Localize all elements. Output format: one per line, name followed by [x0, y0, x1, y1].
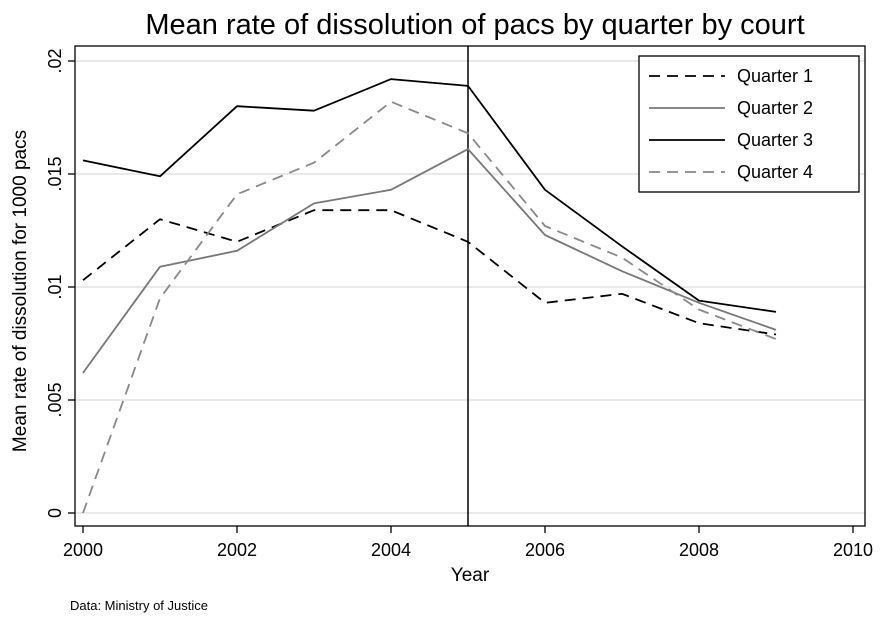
series-line-quarter-2	[82, 148, 777, 374]
series-lines	[82, 78, 777, 514]
x-tick-label: 2008	[679, 540, 719, 560]
x-tick-label: 2006	[525, 540, 565, 560]
series-line-quarter-3	[82, 78, 777, 313]
plot-area-frame	[74, 45, 866, 527]
x-tick-label: 2000	[63, 540, 103, 560]
x-axis-ticks: 2000 2002 2004 2006 2008 2010	[63, 526, 873, 560]
legend-box	[638, 55, 860, 193]
series-line-quarter-1	[82, 209, 777, 336]
y-tick-label: .02	[45, 48, 65, 73]
y-tick-label: .005	[45, 382, 65, 417]
legend-label: Quarter 1	[737, 66, 813, 86]
legend-label: Quarter 2	[737, 98, 813, 118]
x-tick-label: 2004	[371, 540, 411, 560]
legend-label: Quarter 4	[737, 162, 813, 182]
y-tick-label: 0	[45, 508, 65, 518]
series-line-quarter-4	[82, 100, 777, 514]
x-tick-label: 2002	[217, 540, 257, 560]
y-tick-label: .01	[45, 274, 65, 299]
source-note: Data: Ministry of Justice	[70, 598, 208, 613]
legend-label: Quarter 3	[737, 130, 813, 150]
chart-title: Mean rate of dissolution of pacs by quar…	[145, 9, 804, 41]
y-axis-label: Mean rate of dissolution for 1000 pacs	[10, 130, 31, 452]
y-axis-ticks: 0 .005 .01 .015 .02	[45, 48, 75, 518]
y-tick-label: .015	[45, 156, 65, 191]
legend: Quarter 1 Quarter 2 Quarter 3 Quarter 4	[638, 55, 860, 193]
x-axis-label: Year	[451, 565, 490, 586]
x-tick-label: 2010	[833, 540, 873, 560]
